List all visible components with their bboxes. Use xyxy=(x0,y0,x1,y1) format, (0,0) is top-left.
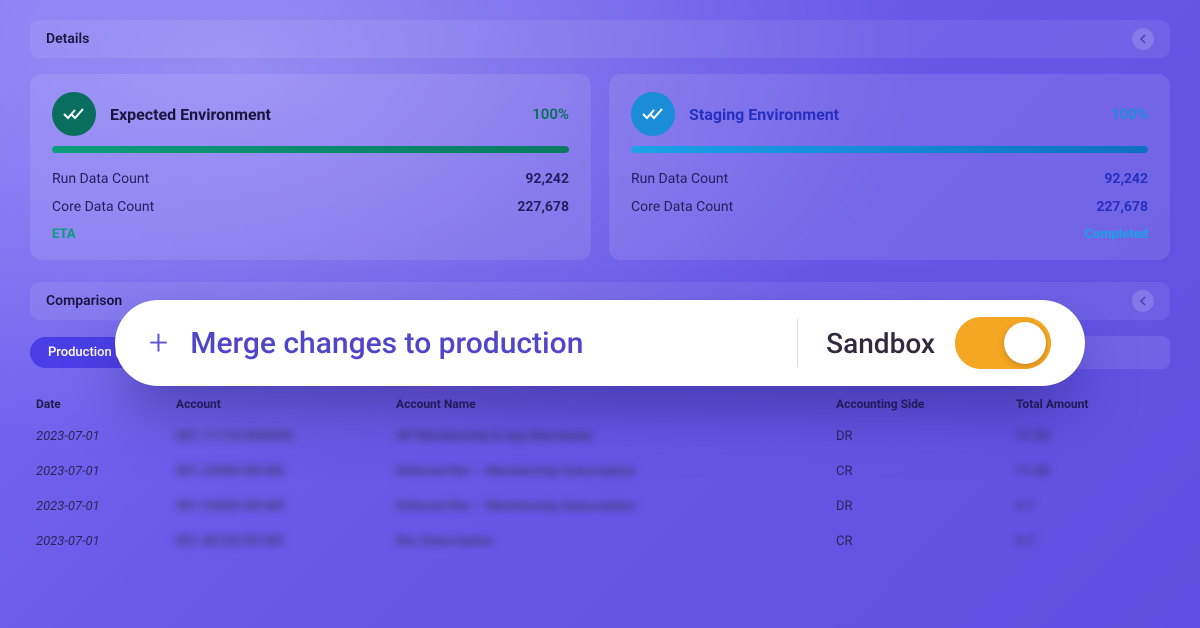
metric-value: 92,242 xyxy=(1104,171,1148,187)
double-check-icon xyxy=(52,92,96,136)
env-card-expected: Expected Environment 100% Run Data Count 92… xyxy=(30,74,591,260)
cell-amount: 71.00 xyxy=(1010,454,1170,489)
env-status: Completed xyxy=(631,227,1148,242)
cell-amount: 6.7 xyxy=(1010,489,1170,524)
cell-side: CR xyxy=(830,454,1010,489)
env-title: Expected Environment xyxy=(110,105,271,124)
double-check-icon xyxy=(631,92,675,136)
table-row: 2023-07-01001-40100-RV-MSRev Subscriptio… xyxy=(30,524,1170,559)
comparison-table: DateAccountAccount NameAccounting SideTo… xyxy=(30,389,1170,559)
cell-account-name: Deferred Rev – Membership Subscription xyxy=(390,489,830,524)
cell-date: 2023-07-01 xyxy=(30,489,170,524)
col-accounting-side: Accounting Side xyxy=(830,389,1010,419)
cell-side: DR xyxy=(830,419,1010,454)
divider xyxy=(797,319,798,367)
cell-amount: 6.7 xyxy=(1010,524,1170,559)
table-row: 2023-07-01001-11110-XXXXXXAP Membership … xyxy=(30,419,1170,454)
cell-account-name: AP Membership & App Merchants xyxy=(390,419,830,454)
metric-value: 92,242 xyxy=(525,171,569,187)
env-percent: 100% xyxy=(532,105,569,123)
cell-account-name: Deferred Rev – Membership Subscription xyxy=(390,454,830,489)
cell-date: 2023-07-01 xyxy=(30,454,170,489)
collapse-comparison-chevron-icon[interactable] xyxy=(1132,290,1154,312)
metric-label: Run Data Count xyxy=(631,171,728,187)
sandbox-label: Sandbox xyxy=(826,327,935,360)
metric-value: 227,678 xyxy=(517,199,569,215)
merge-button[interactable]: Merge changes to production xyxy=(190,326,583,361)
progress-bar xyxy=(631,146,1148,153)
sandbox-toggle[interactable] xyxy=(955,317,1051,369)
col-account: Account xyxy=(170,389,390,419)
plus-icon: + xyxy=(149,323,168,363)
progress-bar xyxy=(52,146,569,153)
cell-amount: 71.00 xyxy=(1010,419,1170,454)
cell-account: 001-40100-RV-MS xyxy=(170,524,390,559)
table-row: 2023-07-01001-23000-DR-MSDeferred Rev – … xyxy=(30,489,1170,524)
table-row: 2023-07-01001-23000-DR-MSDeferred Rev – … xyxy=(30,454,1170,489)
metric-value: 227,678 xyxy=(1096,199,1148,215)
metric-label: Core Data Count xyxy=(631,199,733,215)
cell-account: 001-23000-DR-MS xyxy=(170,489,390,524)
col-total-amount: Total Amount xyxy=(1010,389,1170,419)
details-header: Details xyxy=(30,20,1170,58)
env-title: Staging Environment xyxy=(689,105,839,124)
details-title: Details xyxy=(46,31,89,47)
col-account-name: Account Name xyxy=(390,389,830,419)
cell-date: 2023-07-01 xyxy=(30,419,170,454)
cell-account-name: Rev Subscription xyxy=(390,524,830,559)
cell-side: CR xyxy=(830,524,1010,559)
comparison-title: Comparison xyxy=(46,293,122,309)
col-date: Date xyxy=(30,389,170,419)
metric-label: Core Data Count xyxy=(52,199,154,215)
cell-date: 2023-07-01 xyxy=(30,524,170,559)
metric-label: Run Data Count xyxy=(52,171,149,187)
env-percent: 100% xyxy=(1111,105,1148,123)
env-card-staging: Staging Environment 100% Run Data Count 92,… xyxy=(609,74,1170,260)
merge-action-bar: + Merge changes to production Sandbox xyxy=(115,300,1085,386)
cell-account: 001-23000-DR-MS xyxy=(170,454,390,489)
toggle-knob xyxy=(1004,322,1046,364)
cell-side: DR xyxy=(830,489,1010,524)
collapse-details-chevron-icon[interactable] xyxy=(1132,28,1154,50)
env-status: ETA xyxy=(52,227,569,242)
cell-account: 001-11110-XXXXXX xyxy=(170,419,390,454)
